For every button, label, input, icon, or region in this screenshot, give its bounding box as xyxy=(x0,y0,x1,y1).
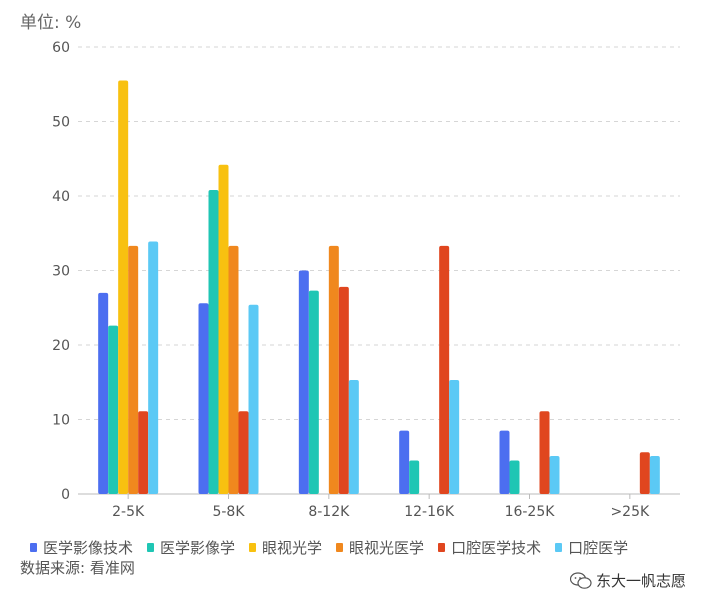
bar xyxy=(649,456,660,494)
chart-legend: 医学影像技术 医学影像学 眼视光学 眼视光医学 口腔医学技术 口腔医学 xyxy=(30,537,642,558)
bar xyxy=(509,460,520,494)
legend-label: 眼视光医学 xyxy=(349,539,425,557)
legend-label: 医学影像学 xyxy=(160,539,236,557)
legend-item: 眼视光医学 xyxy=(336,537,424,558)
y-tick-label: 0 xyxy=(61,487,70,503)
bar xyxy=(98,292,109,494)
bar xyxy=(148,241,159,494)
bar xyxy=(248,304,259,494)
legend-swatch xyxy=(336,543,344,552)
unit-label: 单位: % xyxy=(20,13,82,33)
bar xyxy=(549,456,560,494)
legend-item: 口腔医学技术 xyxy=(438,537,541,558)
bar xyxy=(499,430,510,494)
bar xyxy=(108,325,119,494)
watermark: 东大一帆志愿 xyxy=(570,570,686,591)
y-tick-label: 40 xyxy=(52,189,70,205)
y-tick-label: 10 xyxy=(52,413,70,429)
legend-label: 口腔医学技术 xyxy=(451,539,542,557)
bar xyxy=(218,164,229,494)
legend-label: 医学影像技术 xyxy=(43,539,134,557)
bar xyxy=(198,303,209,494)
legend-item: 医学影像技术 xyxy=(30,537,133,558)
legend-label: 眼视光学 xyxy=(262,539,323,557)
watermark-text: 东大一帆志愿 xyxy=(596,572,687,590)
bar xyxy=(338,286,349,494)
data-source-note: 数据来源: 看准网 xyxy=(20,559,135,577)
legend-item: 医学影像学 xyxy=(147,537,235,558)
bar xyxy=(348,380,359,494)
bar xyxy=(409,460,420,494)
bar-chart: 0 10 20 30 40 50 60 2-5K 5-8K 8-12K 12-16K 16-25K >2… xyxy=(52,40,680,520)
legend-swatch xyxy=(30,543,37,552)
y-tick-label: 30 xyxy=(52,264,70,280)
bar xyxy=(138,411,149,494)
y-tick-label: 60 xyxy=(52,40,70,56)
x-tick-label: 5-8K xyxy=(212,504,245,520)
bar xyxy=(128,245,139,494)
legend-item: 眼视光学 xyxy=(249,537,322,558)
legend-item: 口腔医学 xyxy=(555,537,628,558)
legend-swatch xyxy=(555,543,563,552)
bar xyxy=(118,80,129,495)
legend-swatch xyxy=(249,543,257,552)
bar xyxy=(208,190,219,495)
x-tick-label: 16-25K xyxy=(505,504,556,520)
bar xyxy=(328,245,339,494)
bar xyxy=(298,270,309,494)
bar xyxy=(308,290,319,494)
bar xyxy=(399,430,410,494)
x-tick-label: >25K xyxy=(610,504,650,520)
bar xyxy=(439,245,450,494)
bar xyxy=(639,452,650,494)
bar xyxy=(449,380,460,494)
y-tick-label: 20 xyxy=(52,338,70,354)
x-tick-label: 12-16K xyxy=(404,504,455,520)
bar xyxy=(238,411,249,494)
x-tick-label: 2-5K xyxy=(112,504,145,520)
x-tick-label: 8-12K xyxy=(308,504,350,520)
legend-label: 口腔医学 xyxy=(568,539,629,557)
bar xyxy=(539,411,550,494)
bar xyxy=(228,245,239,494)
legend-swatch xyxy=(147,543,155,552)
y-tick-label: 50 xyxy=(52,115,70,131)
wechat-icon xyxy=(570,571,592,589)
legend-swatch xyxy=(438,543,446,552)
